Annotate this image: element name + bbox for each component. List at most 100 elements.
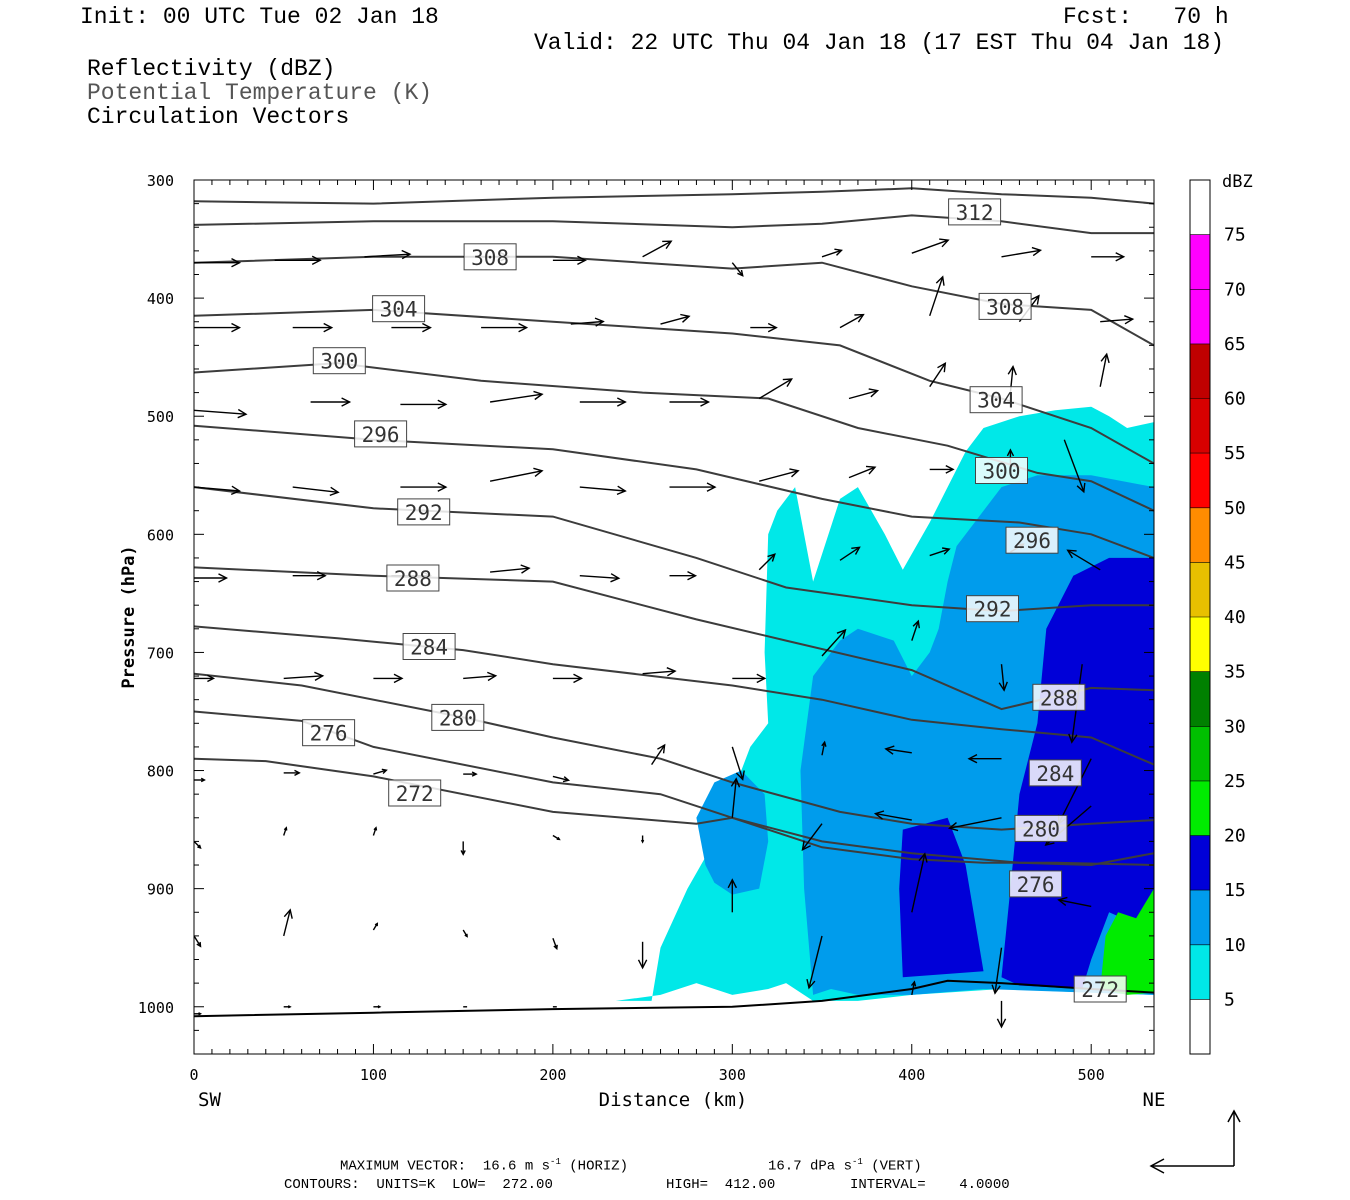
contour-label-text: 280: [1022, 817, 1060, 841]
circulation-vector: [194, 840, 202, 849]
circulation-vector: [579, 573, 621, 583]
circulation-vector: [372, 826, 378, 836]
circulation-vector: [489, 467, 544, 482]
theta-contour-284: [194, 625, 1154, 766]
circulation-vector: [373, 768, 388, 775]
x-tick-label: 200: [539, 1066, 566, 1084]
colorbar-label: 45: [1224, 552, 1246, 573]
circulation-vector: [194, 257, 242, 268]
colorbar-swatch: [1190, 180, 1210, 235]
contour-label-text: 304: [977, 389, 1015, 413]
circulation-vector: [806, 935, 823, 990]
circulation-vector: [1066, 549, 1101, 571]
theta-contour-308: [194, 255, 1154, 347]
contour-label-text: 296: [362, 423, 400, 447]
circulation-vector: [730, 777, 741, 818]
x-left-end-label: SW: [198, 1089, 221, 1111]
colorbar-swatch: [1190, 617, 1210, 672]
reflectivity-region-10dbz: [696, 770, 769, 895]
circulation-vector: [292, 570, 327, 581]
circulation-vector: [848, 388, 880, 400]
circulation-vector: [292, 486, 340, 497]
circulation-vector: [462, 929, 468, 938]
circulation-vector: [1001, 246, 1043, 258]
circulation-vector: [911, 238, 950, 254]
circulation-vector: [848, 465, 877, 479]
theta-contour-296: [194, 424, 1154, 559]
y-tick-label: 400: [147, 290, 174, 308]
circulation-vector: [552, 938, 558, 951]
circulation-vector: [310, 397, 352, 407]
circulation-vector: [640, 835, 645, 844]
circulation-vector: [821, 248, 843, 258]
colorbar-swatch: [1190, 944, 1210, 1000]
circulation-vector: [490, 564, 531, 574]
circulation-vector: [274, 255, 322, 266]
circulation-vector: [651, 743, 666, 765]
contour-label: 308: [463, 243, 517, 271]
colorbar-swatch: [1190, 453, 1210, 508]
colorbar-swatch: [1190, 890, 1210, 945]
colorbar-label: 35: [1224, 662, 1246, 683]
circulation-vector: [910, 980, 917, 996]
circulation-vector: [669, 570, 698, 581]
x-axis-title: Distance (km): [599, 1089, 748, 1111]
circulation-vector: [821, 740, 827, 756]
circulation-vector: [460, 841, 466, 856]
circulation-vector: [759, 468, 800, 482]
circulation-vector: [283, 908, 293, 937]
colorbar-label: 30: [1224, 716, 1246, 737]
colorbar-title: dBZ: [1222, 172, 1253, 192]
valid-time: Valid: 22 UTC Thu 04 Jan 18 (17 EST Thu …: [534, 30, 1225, 56]
y-tick-label: 600: [147, 526, 174, 544]
circulation-vector: [194, 1012, 203, 1016]
x-tick-label: 0: [189, 1066, 198, 1084]
contour-label: 292: [966, 595, 1019, 623]
colorbar-swatch: [1190, 343, 1210, 399]
contour-info-high: HIGH= 412.00: [666, 1177, 776, 1193]
circulation-vector: [1063, 439, 1086, 494]
circulation-vector: [283, 826, 288, 836]
contour-label-text: 272: [396, 782, 434, 806]
colorbar-label: 15: [1224, 880, 1246, 901]
circulation-vector: [194, 674, 216, 683]
y-axis-title: Pressure (hPa): [119, 545, 139, 688]
contour-label: 300: [975, 457, 1028, 484]
colorbar-label: 20: [1224, 826, 1246, 847]
contour-label: 288: [386, 564, 440, 592]
y-tick-label: 1000: [138, 999, 174, 1017]
circulation-vector: [731, 746, 745, 781]
contour-label-text: 272: [1081, 978, 1119, 1002]
colorbar-label: 60: [1224, 389, 1246, 410]
x-tick-label: 100: [360, 1066, 387, 1084]
circulation-vector: [929, 362, 947, 388]
contour-label: 312: [948, 198, 1002, 226]
circulation-vector: [839, 546, 861, 561]
circulation-vector: [732, 673, 767, 684]
contour-label: 304: [372, 295, 426, 323]
circulation-vector: [552, 673, 584, 684]
circulation-vector: [292, 322, 334, 333]
circulation-vector: [911, 619, 920, 641]
contour-info-low: CONTOURS: UNITS=K LOW= 272.00: [284, 1177, 553, 1193]
circulation-vector: [996, 1000, 1007, 1029]
circulation-vector: [669, 397, 711, 407]
circulation-vector: [660, 313, 691, 325]
colorbar-label: 65: [1224, 334, 1246, 355]
colorbar-swatch: [1190, 835, 1210, 891]
x-right-end-label: NE: [1143, 1089, 1166, 1111]
forecast-hour: Fcst: 70 h: [1063, 4, 1229, 30]
colorbar-label: 25: [1224, 771, 1246, 792]
contour-label: 308: [978, 292, 1032, 320]
colorbar-swatch: [1190, 289, 1210, 344]
colorbar-label: 40: [1224, 607, 1246, 628]
reflectivity-region-20dbz: [1100, 888, 1154, 995]
circulation-vector: [194, 322, 242, 333]
contour-label: 304: [969, 386, 1023, 414]
colorbar-label: 75: [1224, 225, 1246, 246]
contour-label-text: 284: [1036, 762, 1074, 786]
circulation-vector: [400, 482, 448, 492]
contour-label-text: 276: [310, 722, 348, 746]
circulation-vector: [194, 573, 229, 583]
colorbar-swatch: [1190, 726, 1210, 781]
